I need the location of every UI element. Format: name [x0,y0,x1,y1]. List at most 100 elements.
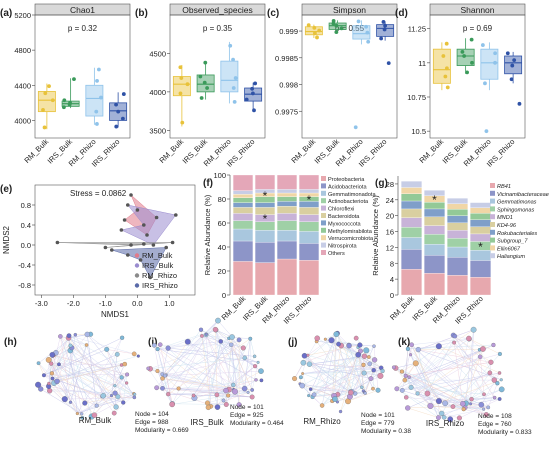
data-point [366,39,371,44]
network-node [415,347,421,353]
network-node [486,405,491,410]
data-point [493,51,498,56]
network-node [332,396,338,402]
network-edge [43,337,69,376]
network-modularity: Modularity = 0.38 [361,428,411,435]
y-tick-label: 4000 [149,88,166,97]
sample-point [110,248,114,252]
legend-swatch [490,245,495,251]
network-edge [70,345,82,414]
network-node [338,409,343,414]
y-tick-label: 0.999 [279,27,298,36]
network-edge [114,364,125,386]
network-edge [401,371,464,410]
network-node [200,334,204,338]
network-edge [321,350,367,406]
network-node [377,372,384,379]
data-point [253,81,258,86]
network-edge [60,336,87,346]
y-tick-label: 0.8 [21,201,31,210]
sample-point [122,218,127,222]
network-node [223,402,229,407]
network-edge [53,354,135,395]
network-edge [294,362,304,379]
network-edge [52,355,128,375]
data-point [441,54,446,58]
network-edge-count: Edge = 988 [135,419,169,426]
network-node [409,353,413,357]
network-edge [68,337,134,394]
network-node [259,378,264,383]
network-node [461,407,466,412]
network-edge [393,367,454,407]
y-tick-label: 5200 [14,11,31,20]
legend-label: Nitrospirota [328,244,357,250]
data-point [120,116,125,121]
bar-segment-vicinamibacteraceae [423,255,445,274]
network-edge [55,345,71,353]
network-node [404,395,409,400]
network-edge [64,344,87,400]
network-edge [200,329,232,345]
network-node [483,412,489,418]
data-point [353,125,358,130]
network-node [301,353,308,359]
y-tick-label: 40 [218,243,226,252]
network-edge [68,337,134,394]
network-node [162,373,167,378]
network-edge [164,370,262,376]
data-point [228,43,233,48]
network-edge [304,355,351,393]
legend-label: RB41 [497,184,511,190]
network-edge [162,378,253,391]
network-edge [52,355,71,403]
data-point [331,18,336,23]
bar-segment-haliangium [400,181,422,188]
network-edge [308,333,338,396]
network-node [319,403,325,408]
plot-frame [301,14,398,139]
box-rm-rhizo [220,60,239,93]
network-node [249,394,255,400]
network-edge [411,387,485,395]
network-edge [157,348,194,396]
network-node [491,377,498,383]
network-edge [48,383,97,406]
network-node [91,412,98,418]
network-edge [310,389,333,402]
network-edge [43,374,128,376]
legend-label: Ellin6067 [497,246,521,252]
y-tick-label: 24 [386,196,394,205]
network-edge [86,344,104,396]
data-point [62,105,66,110]
bar-segment-rokubacteriales [423,208,445,218]
legend-label: Proteobacteria [328,177,365,183]
y-tick-label: 11.25 [408,25,426,34]
y-tick-label: 12 [386,243,394,252]
network-node [254,378,258,382]
network-node [491,342,496,348]
legend-swatch [321,183,326,189]
network-edge [60,336,71,351]
y-axis-label: NMDS2 [2,225,11,254]
legend-swatch [490,253,495,259]
legend-label: MND1 [497,215,513,221]
network-node [497,397,502,401]
legend-swatch [490,229,495,235]
data-point [493,60,497,65]
network-edge [52,378,82,414]
network-edge [60,336,86,404]
network-edge [302,373,352,392]
network-node [299,382,306,389]
network-node [439,410,445,416]
bar-segment-subgroup-7 [469,213,491,220]
network-edge [231,336,245,358]
legend-swatch [321,250,326,255]
data-point [232,99,237,104]
network-edge [117,374,128,397]
network-edge [357,354,365,393]
sample-point [151,243,156,247]
network-edge [150,337,233,369]
network-edge [350,354,359,393]
network-edge [68,335,117,408]
